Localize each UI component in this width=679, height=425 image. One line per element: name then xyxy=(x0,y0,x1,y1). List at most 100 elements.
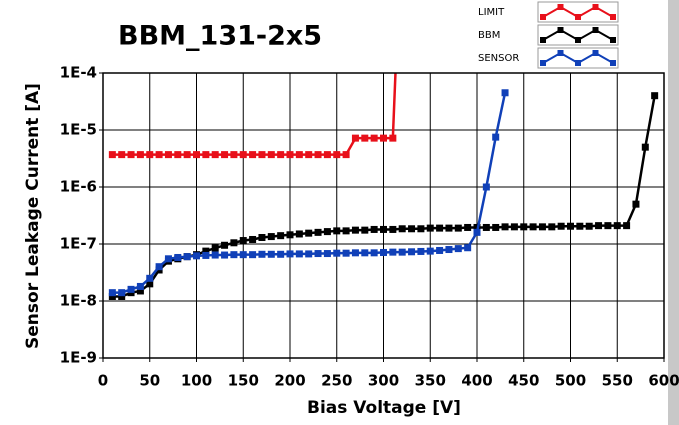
data-point xyxy=(230,251,238,259)
data-point xyxy=(267,233,275,241)
data-point xyxy=(286,250,294,258)
data-point xyxy=(136,287,144,295)
data-point xyxy=(408,225,416,233)
data-point xyxy=(286,151,294,159)
legend-label: SENSOR xyxy=(478,53,519,64)
data-point xyxy=(118,289,126,297)
x-tick-label: 200 xyxy=(274,372,305,390)
legend-marker xyxy=(592,50,599,56)
data-point xyxy=(127,151,135,159)
legend-marker xyxy=(610,37,616,43)
data-point xyxy=(361,226,369,234)
data-point xyxy=(492,133,500,141)
x-tick-label: 600 xyxy=(648,372,679,390)
data-point xyxy=(258,234,266,242)
data-point xyxy=(136,282,144,290)
data-point xyxy=(249,151,257,159)
data-point xyxy=(286,231,294,239)
data-point xyxy=(183,151,191,159)
legend-marker xyxy=(592,4,599,10)
data-point xyxy=(651,92,659,100)
legend-marker xyxy=(540,37,546,43)
data-point xyxy=(492,223,500,231)
data-point xyxy=(146,274,154,282)
x-tick-label: 400 xyxy=(461,372,492,390)
data-point xyxy=(473,228,481,236)
data-point xyxy=(361,134,369,142)
data-point xyxy=(501,89,509,97)
data-point xyxy=(632,200,640,208)
data-point xyxy=(370,249,378,257)
data-point xyxy=(136,151,144,159)
data-point xyxy=(351,226,359,234)
data-point xyxy=(623,222,631,230)
data-point xyxy=(267,250,275,258)
x-tick-label: 100 xyxy=(181,372,212,390)
data-point xyxy=(464,223,472,231)
data-point xyxy=(127,285,135,293)
y-tick-label: 1E-6 xyxy=(60,178,97,196)
data-point xyxy=(118,292,126,300)
data-point xyxy=(529,223,537,231)
side-strip xyxy=(668,0,679,425)
data-point xyxy=(295,230,303,238)
data-point xyxy=(361,249,369,257)
chart-title: BBM_131-2x5 xyxy=(118,21,322,52)
data-point xyxy=(426,247,434,255)
data-point xyxy=(538,223,546,231)
data-point xyxy=(249,235,257,243)
data-point xyxy=(155,151,163,159)
data-point xyxy=(389,134,397,142)
x-tick-label: 300 xyxy=(368,372,399,390)
data-point xyxy=(239,251,247,259)
data-point xyxy=(108,289,116,297)
legend-marker xyxy=(575,60,581,66)
legend-marker xyxy=(610,60,616,66)
data-point xyxy=(370,225,378,233)
data-point xyxy=(333,227,341,235)
data-point xyxy=(557,222,565,230)
data-point xyxy=(380,225,387,233)
data-point xyxy=(595,222,603,230)
data-point xyxy=(323,151,331,159)
data-point xyxy=(426,224,434,232)
data-point xyxy=(295,151,303,159)
data-point xyxy=(146,151,154,159)
legend-marker xyxy=(575,14,581,20)
data-point xyxy=(342,227,350,235)
data-point xyxy=(305,250,313,258)
data-point xyxy=(380,134,387,142)
x-tick-label: 250 xyxy=(321,372,352,390)
legend-marker xyxy=(592,27,599,33)
x-tick-label: 350 xyxy=(415,372,446,390)
data-point xyxy=(249,251,257,259)
data-point xyxy=(221,251,229,259)
x-tick-label: 150 xyxy=(228,372,259,390)
data-point xyxy=(482,223,490,231)
data-point xyxy=(146,280,154,288)
data-point xyxy=(613,222,621,230)
y-tick-label: 1E-9 xyxy=(60,349,97,367)
data-point xyxy=(267,151,275,159)
x-tick-label: 550 xyxy=(602,372,633,390)
data-point xyxy=(155,263,163,271)
data-point xyxy=(380,248,387,256)
data-point xyxy=(520,223,528,231)
y-tick-label: 1E-5 xyxy=(60,121,97,139)
data-point xyxy=(211,151,219,159)
data-point xyxy=(295,250,303,258)
legend-marker xyxy=(557,27,564,33)
data-point xyxy=(398,225,406,233)
data-point xyxy=(277,151,285,159)
x-tick-label: 500 xyxy=(555,372,586,390)
data-point xyxy=(108,292,116,300)
data-point xyxy=(174,253,182,261)
x-tick-label: 50 xyxy=(139,372,160,390)
data-point xyxy=(567,222,574,230)
legend-label: LIMIT xyxy=(478,7,505,18)
data-point xyxy=(501,223,509,231)
data-point xyxy=(314,151,322,159)
data-point xyxy=(454,224,462,232)
data-point xyxy=(333,249,341,257)
